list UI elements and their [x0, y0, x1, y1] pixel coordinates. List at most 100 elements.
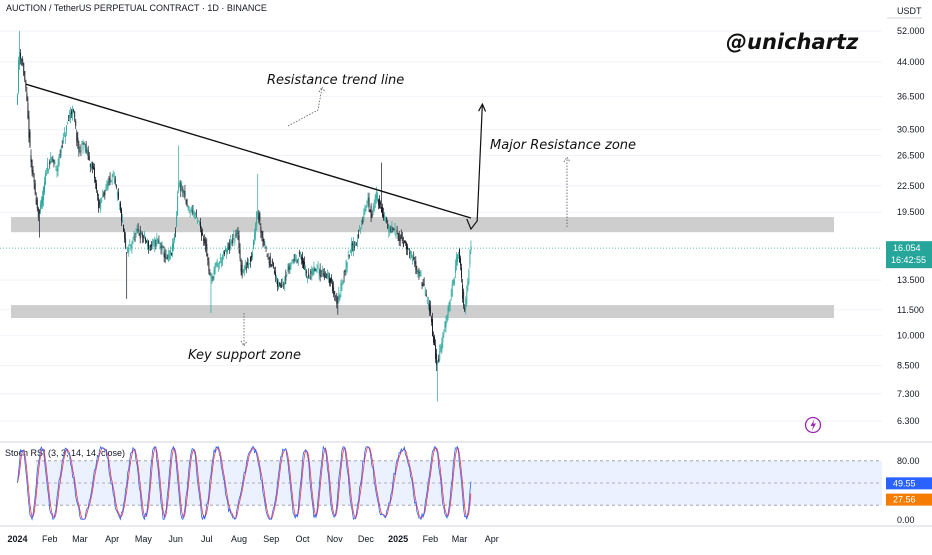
candle-body — [402, 242, 404, 247]
candle-body — [75, 120, 77, 126]
candle-body — [440, 345, 442, 351]
projection-path — [466, 104, 483, 231]
candle-body — [321, 270, 323, 272]
candle-body — [399, 238, 401, 242]
candle-body — [127, 247, 129, 253]
candle-body — [208, 260, 210, 271]
candle-body — [237, 233, 239, 234]
candle-body — [165, 255, 167, 260]
candle-body — [114, 178, 116, 184]
candle-body — [118, 204, 120, 206]
candle-body — [230, 241, 232, 245]
candles — [17, 31, 472, 402]
candle-body — [267, 258, 269, 259]
candle-body — [182, 188, 184, 194]
candle-body — [18, 59, 19, 92]
time-tick-label: Aug — [231, 534, 247, 544]
price-tick-label: 30.500 — [897, 125, 925, 135]
candle-body — [155, 243, 157, 245]
candle-body — [194, 213, 196, 216]
candle-body — [163, 251, 165, 257]
price-tick-label: 44.000 — [897, 57, 925, 67]
time-tick-label: 2025 — [388, 534, 408, 544]
candle-body — [205, 239, 207, 251]
candle-body — [400, 234, 402, 239]
candle-body — [428, 303, 430, 312]
candle-body — [30, 155, 32, 162]
price-tick-label: 11.500 — [897, 305, 924, 315]
candle-body — [292, 259, 294, 262]
resistance-zone — [11, 217, 834, 233]
candle-body — [351, 243, 353, 246]
candle-body — [245, 266, 247, 269]
candle-body — [177, 195, 179, 216]
candle-body — [300, 257, 302, 260]
resistance-trend-line-label: Resistance trend line — [267, 73, 404, 88]
candle-body — [470, 246, 472, 251]
candle-body — [288, 265, 290, 270]
candle-body — [167, 253, 169, 262]
candle-body — [144, 238, 146, 242]
candle-body — [293, 259, 295, 262]
candle-body — [73, 109, 75, 112]
candle-body — [71, 111, 73, 114]
candle-body — [314, 268, 316, 272]
candle-body — [359, 229, 361, 231]
candle-body — [423, 283, 425, 286]
candle-body — [387, 223, 389, 229]
candle-body — [141, 233, 143, 238]
candle-body — [128, 247, 130, 253]
candle-body — [26, 92, 28, 102]
candle-body — [232, 238, 234, 244]
last-price-value: 16.054 — [893, 243, 921, 253]
candle-body — [36, 199, 38, 209]
candle-body — [222, 251, 224, 254]
candle-body — [96, 183, 97, 190]
candle-body — [265, 247, 267, 249]
candle-body — [70, 112, 71, 119]
candle-body — [142, 236, 144, 238]
stoch-rsi-tick: 80.00 — [897, 456, 920, 466]
candle-body — [365, 207, 367, 211]
candle-body — [202, 232, 204, 235]
candle-body — [268, 261, 270, 264]
candle-body — [241, 264, 243, 276]
time-tick-label: Apr — [105, 534, 119, 544]
candle-body — [255, 224, 257, 235]
candle-body — [19, 51, 21, 66]
candle-body — [52, 158, 54, 161]
candle-body — [311, 267, 313, 276]
candle-body — [435, 344, 437, 360]
candle-body — [47, 163, 49, 172]
candle-body — [77, 137, 79, 144]
candle-body — [277, 280, 278, 287]
candle-body — [395, 234, 397, 237]
candle-body — [302, 256, 303, 264]
candle-body — [186, 199, 188, 207]
candle-body — [403, 240, 405, 244]
time-tick-label: Feb — [423, 534, 439, 544]
candle-body — [214, 265, 216, 274]
candle-body — [336, 297, 338, 304]
candle-body — [408, 249, 409, 250]
zones — [11, 217, 834, 319]
candle-body — [115, 184, 117, 188]
candle-body — [469, 252, 471, 265]
stoch-rsi-k-tag — [886, 477, 932, 490]
candle-body — [438, 358, 440, 362]
candle-body — [102, 194, 104, 198]
stoch-rsi-pane: Stoch RSI (3, 3, 14, 14, close)80.000.00… — [0, 441, 932, 525]
candle-body — [137, 228, 139, 232]
candle-body — [174, 234, 175, 241]
candle-body — [407, 246, 408, 250]
candle-body — [285, 275, 287, 281]
candle-body — [345, 260, 347, 273]
candle-body — [87, 149, 89, 160]
candle-body — [48, 168, 50, 171]
candle-body — [367, 197, 369, 202]
candle-body — [290, 262, 292, 266]
candle-body — [225, 249, 226, 252]
candle-body — [235, 233, 237, 237]
